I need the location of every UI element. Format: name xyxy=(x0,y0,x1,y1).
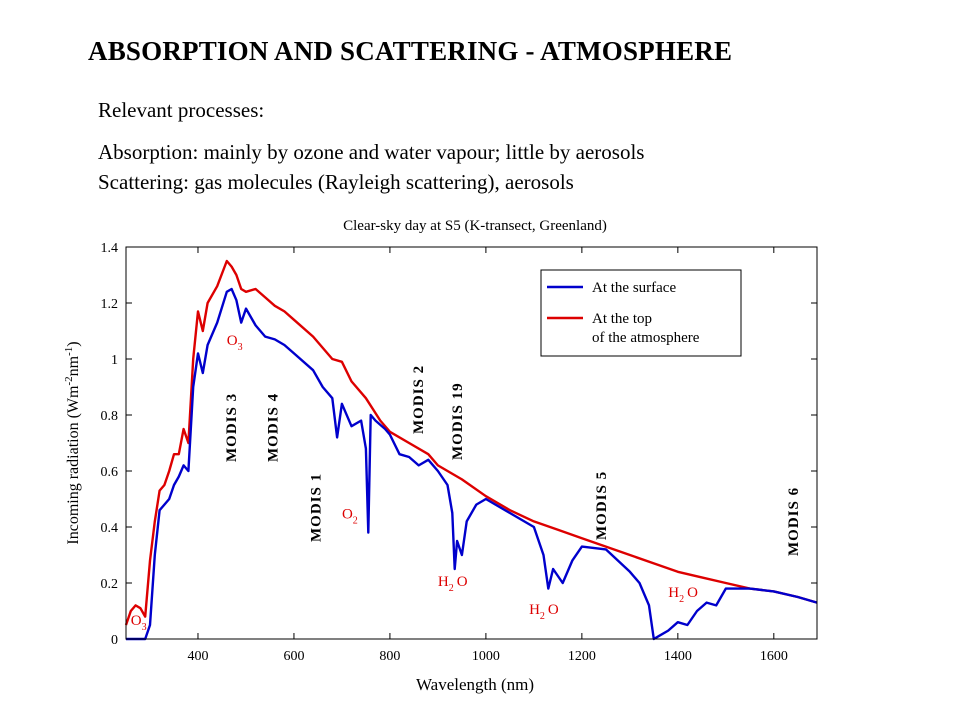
y-label-exp1: -2 xyxy=(63,376,75,385)
y-tick-label: 1 xyxy=(111,353,118,368)
modis-band-label: MODIS 1 xyxy=(309,473,325,542)
x-tick-label: 1600 xyxy=(760,649,788,664)
absorption-annotation: H2 O xyxy=(529,602,559,622)
absorption-line: Absorption: mainly by ozone and water va… xyxy=(98,140,645,164)
y-tick-label: 0.2 xyxy=(101,577,119,592)
absorption-annotation: O3 xyxy=(131,613,147,633)
x-tick-label: 1000 xyxy=(472,649,500,664)
legend-label-toa: At the top of the atmosphere xyxy=(592,311,700,346)
y-label-close: ) xyxy=(65,341,82,346)
legend: At the surface At the top of the atmospher… xyxy=(540,269,742,357)
x-tick-label: 600 xyxy=(283,649,304,664)
series-line-toa xyxy=(124,259,818,626)
subtitle: Relevant processes: xyxy=(98,98,265,122)
y-label-main: Incoming radiation (Wm xyxy=(65,385,82,545)
x-tick-label: 1400 xyxy=(664,649,692,664)
slide-title: ABSORPTION AND SCATTERING - ATMOSPHERE xyxy=(88,36,733,66)
modis-band-label: MODIS 2 xyxy=(411,365,427,434)
modis-band-label: MODIS 6 xyxy=(786,487,802,556)
legend-label-surface: At the surface xyxy=(592,280,676,296)
chart-title: Clear-sky day at S5 (K-transect, Greenla… xyxy=(343,218,607,234)
y-tick-label: 0.6 xyxy=(101,465,119,480)
modis-band-label: MODIS 3 xyxy=(224,393,240,462)
y-tick-label: 0.8 xyxy=(101,409,119,424)
y-tick-label: 1.2 xyxy=(101,297,119,312)
modis-band-label: MODIS 5 xyxy=(594,471,610,540)
absorption-annotation: O3 xyxy=(227,333,243,353)
plot-frame xyxy=(125,246,818,640)
modis-band-label: MODIS 4 xyxy=(265,393,281,462)
y-label-exp2: -1 xyxy=(63,347,75,356)
x-axis-label: Wavelength (nm) xyxy=(416,675,534,694)
x-tick-label: 400 xyxy=(187,649,208,664)
x-tick-label: 800 xyxy=(379,649,400,664)
y-tick-label: 1.4 xyxy=(101,241,119,256)
y-axis-label: Incoming radiation (Wm-2nm-1) xyxy=(63,341,82,544)
scattering-line: Scattering: gas molecules (Rayleigh scat… xyxy=(98,170,574,194)
y-label-unit: nm xyxy=(65,355,82,376)
absorption-annotation: H2 O xyxy=(668,585,698,605)
series-line-surface xyxy=(126,287,818,641)
modis-band-label: MODIS 19 xyxy=(450,382,466,460)
x-tick-label: 1200 xyxy=(568,649,596,664)
y-tick-label: 0.4 xyxy=(101,521,119,536)
absorption-annotation: H2 O xyxy=(438,574,468,594)
absorption-annotation: O2 xyxy=(342,507,358,527)
legend-box xyxy=(540,269,742,357)
y-tick-label: 0 xyxy=(111,633,118,648)
